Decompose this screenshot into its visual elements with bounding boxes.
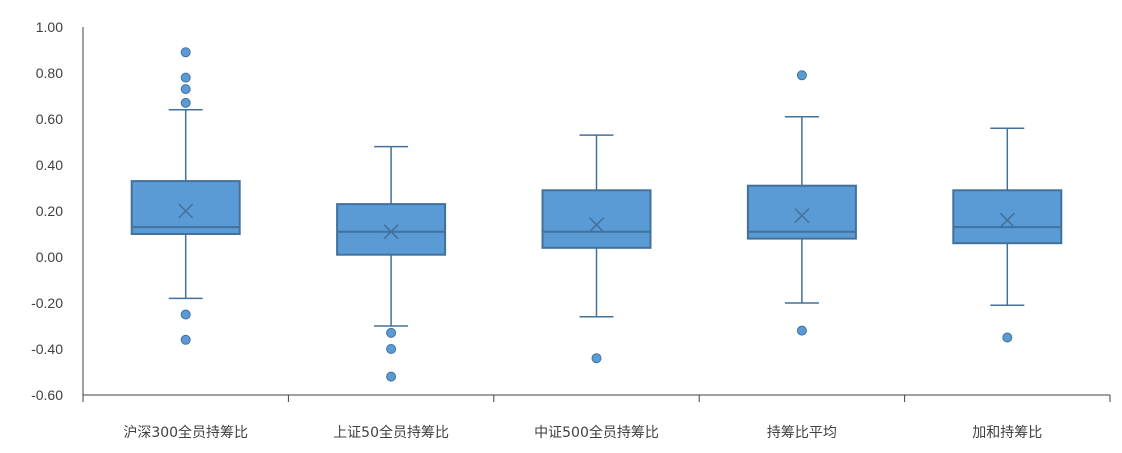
outlier-point (796, 325, 807, 336)
outlier-point (180, 47, 191, 58)
outlier-point (796, 70, 807, 81)
y-tick-label: 0.20 (36, 203, 63, 219)
outlier-point (386, 344, 397, 354)
outlier-point (591, 353, 602, 364)
outlier-point (386, 371, 397, 382)
x-category-label: 中证500全员持筹比 (534, 424, 659, 441)
y-axis: 1.00 0.80 0.60 0.40 0.20 0.00 -0.20 -0.40 -0.60 (31, 19, 84, 403)
iqr-box (130, 180, 241, 236)
mean-marker (588, 217, 605, 233)
iqr-box (746, 184, 857, 240)
x-category-label: 沪深300全员持筹比 (123, 424, 248, 441)
y-tick-label: -0.40 (31, 341, 63, 357)
box-2 (336, 145, 447, 382)
y-tick-label: 0.40 (36, 157, 63, 173)
outlier-point (1002, 332, 1013, 343)
y-tick-label: 0.00 (36, 249, 63, 265)
outlier-point (180, 84, 191, 95)
box-3 (541, 134, 652, 364)
x-category-label: 上证50全员持筹比 (333, 424, 449, 441)
mean-marker (794, 208, 810, 224)
x-category-label: 持筹比平均 (767, 424, 837, 441)
outlier-point (386, 327, 397, 338)
x-category-label: 加和持筹比 (972, 424, 1042, 441)
y-tick-label: -0.60 (31, 387, 63, 403)
box-1 (130, 47, 241, 345)
x-axis: 沪深300全员持筹比 上证50全员持筹比 中证500全员持筹比 持筹比平均 加和持筹比 (82, 394, 1111, 441)
mean-marker (178, 203, 194, 219)
y-tick-label: 0.60 (36, 111, 63, 127)
outlier-point (180, 309, 191, 320)
y-tick-label: 1.00 (36, 19, 63, 35)
box-series (130, 47, 1063, 382)
iqr-box (541, 189, 652, 249)
outlier-point (180, 72, 191, 83)
box-5 (952, 127, 1063, 343)
box-4 (746, 70, 857, 336)
iqr-box (952, 189, 1063, 245)
mean-marker (999, 212, 1015, 228)
outlier-point (180, 97, 191, 108)
outlier-point (180, 334, 191, 345)
iqr-box (336, 203, 447, 256)
y-tick-label: 0.80 (36, 65, 63, 81)
mean-marker (383, 224, 399, 240)
y-tick-label: -0.20 (31, 295, 63, 311)
